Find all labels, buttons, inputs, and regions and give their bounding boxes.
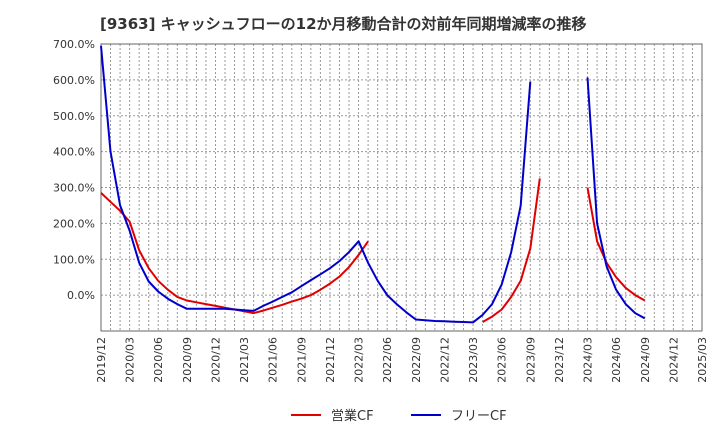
grid (101, 43, 702, 331)
x-tick-label: 2023/03 (467, 337, 480, 383)
x-tick-label: 2024/09 (639, 337, 652, 383)
x-tick-label: 2022/06 (381, 337, 394, 383)
x-tick-label: 2022/03 (353, 337, 366, 383)
x-axis: 2019/12 2020/03 2020/06 2020/09 2020/12 2021/… (95, 337, 709, 383)
x-tick-label: 2021/06 (267, 337, 280, 383)
series-line-2 (100, 45, 646, 324)
x-tick-label: 2021/12 (324, 337, 337, 383)
x-tick-label: 2019/12 (95, 337, 108, 383)
x-tick-label: 2025/03 (696, 337, 709, 383)
x-tick-label: 2024/03 (582, 337, 595, 383)
y-tick-label: 500.0% (53, 110, 95, 123)
y-tick-label: 600.0% (53, 74, 95, 87)
x-tick-label: 2024/06 (610, 337, 623, 383)
legend-label: 営業CF (331, 408, 374, 424)
x-tick-label: 2022/12 (438, 337, 451, 383)
x-tick-label: 2024/12 (667, 337, 680, 383)
y-tick-label: 100.0% (53, 253, 95, 266)
x-tick-label: 2020/09 (181, 337, 194, 383)
legend-label: フリーCF (451, 409, 507, 424)
x-tick-label: 2020/06 (152, 337, 165, 383)
y-axis: 0.0% 100.0% 200.0% 300.0% 400.0% 500.0% 600.0%… (53, 38, 95, 302)
series-lines (100, 45, 646, 324)
x-tick-label: 2023/12 (553, 337, 566, 383)
x-tick-label: 2023/06 (496, 337, 509, 383)
x-tick-label: 2020/12 (209, 337, 222, 383)
x-tick-label: 2022/09 (410, 337, 423, 383)
x-tick-label: 2021/03 (238, 337, 251, 383)
y-tick-label: 700.0% (53, 38, 95, 51)
y-tick-label: 300.0% (53, 182, 95, 195)
plot-frame (100, 43, 703, 332)
x-tick-label: 2023/09 (524, 337, 537, 383)
series-line-1 (100, 178, 646, 323)
chart-title: [9363] キャッシュフローの12か月移動合計の対前年同期増減率の推移 (100, 15, 587, 33)
legend: 営業CF フリーCF (291, 408, 507, 424)
y-tick-label: 0.0% (67, 289, 95, 302)
y-tick-label: 400.0% (53, 146, 95, 159)
x-tick-label: 2021/09 (295, 337, 308, 383)
x-tick-label: 2020/03 (124, 337, 137, 383)
y-tick-label: 200.0% (53, 217, 95, 230)
